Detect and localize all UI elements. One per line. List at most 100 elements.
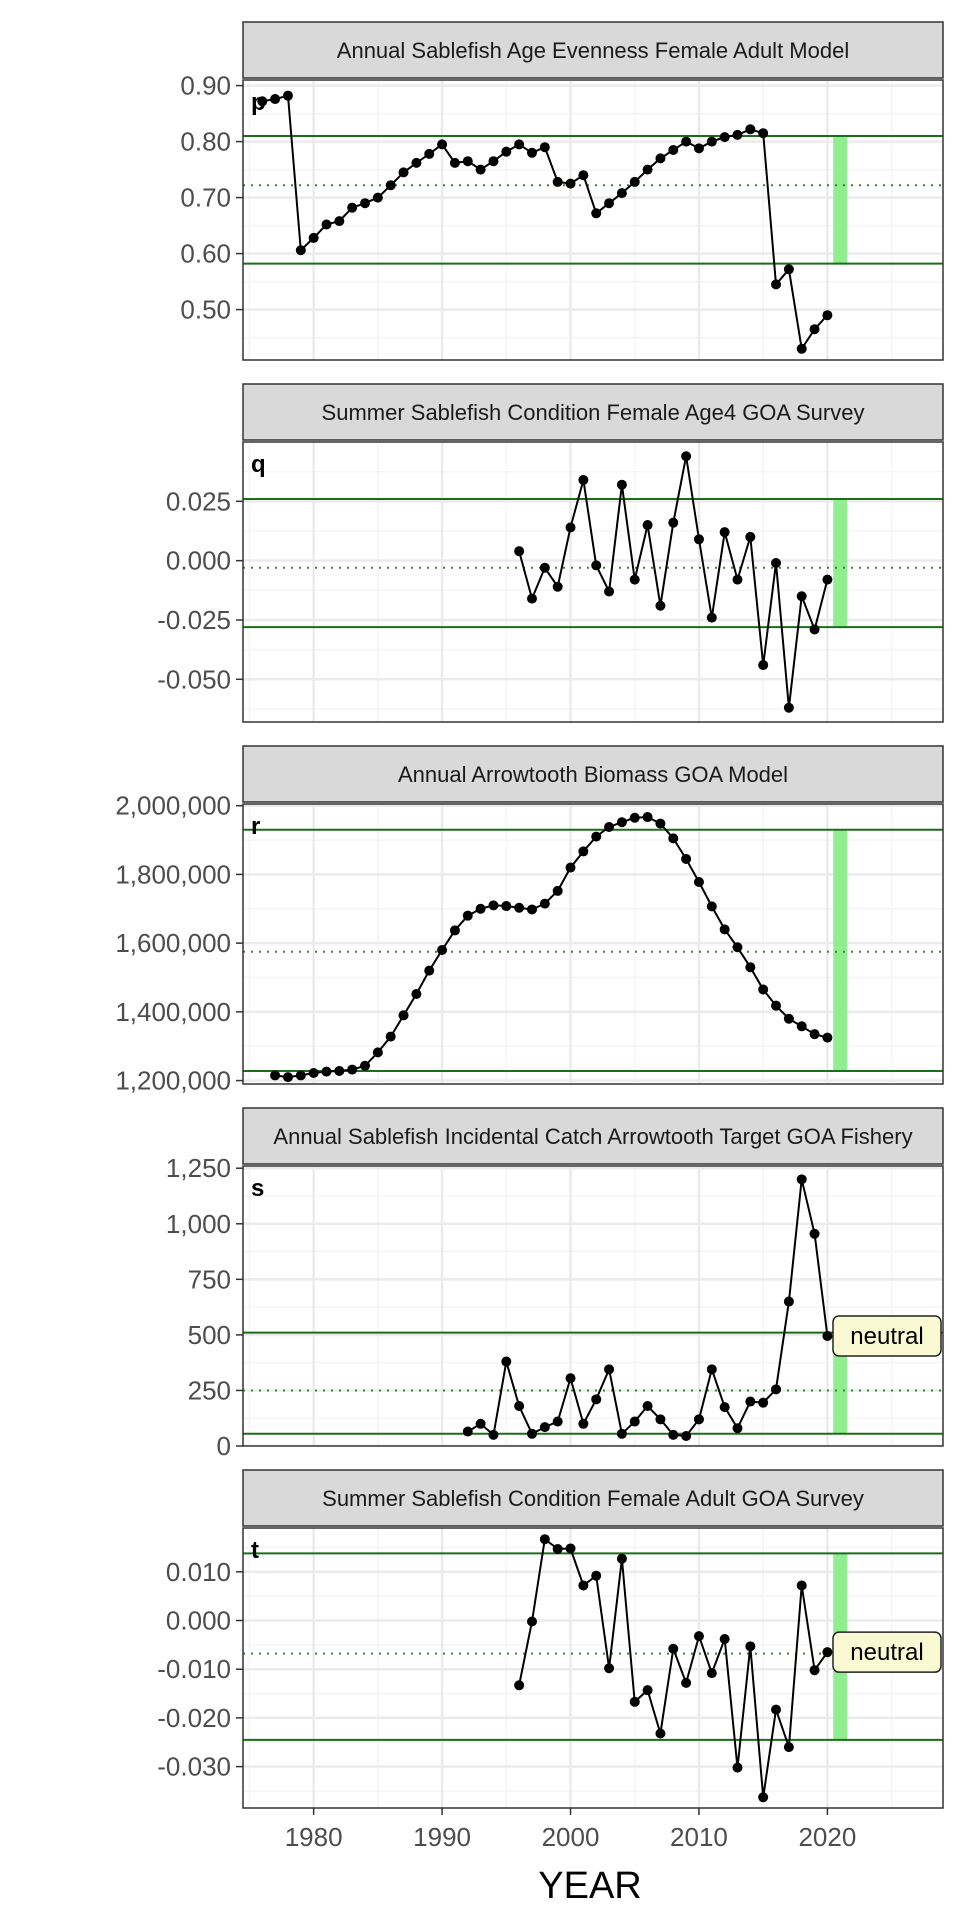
data-point xyxy=(552,885,563,896)
data-point xyxy=(604,586,615,597)
data-point xyxy=(629,574,640,585)
panel-strip xyxy=(242,745,944,803)
data-point xyxy=(578,474,589,485)
panel-title: Summer Sablefish Condition Female Age4 G… xyxy=(322,400,865,425)
panel-title: Annual Sablefish Incidental Catch Arrowt… xyxy=(273,1124,912,1149)
x-tick-label: 1980 xyxy=(285,1822,343,1852)
data-point xyxy=(681,853,692,864)
data-point xyxy=(372,192,383,203)
panel-border xyxy=(242,441,944,723)
data-point xyxy=(822,1331,833,1341)
data-point xyxy=(514,1401,525,1411)
data-point xyxy=(655,1728,666,1739)
y-tick-label: 0.000 xyxy=(166,1606,231,1636)
panel-tag: r xyxy=(251,813,260,840)
data-point xyxy=(732,1423,743,1434)
data-point xyxy=(308,232,319,243)
x-tick-label: 2000 xyxy=(542,1822,600,1852)
x-tick-label: 2010 xyxy=(670,1822,728,1852)
chart-panels: Annual Sablefish Age Evenness Female Adu… xyxy=(115,21,944,1809)
panel-title: Summer Sablefish Condition Female Adult … xyxy=(322,1486,864,1511)
data-point xyxy=(526,147,537,158)
data-point xyxy=(616,817,627,828)
data-point xyxy=(693,876,704,887)
data-point xyxy=(578,846,589,857)
data-point xyxy=(783,1013,794,1024)
y-tick-label: 1,400,000 xyxy=(115,997,231,1027)
data-point xyxy=(552,1543,563,1554)
data-point xyxy=(526,904,537,915)
data-point xyxy=(693,1631,704,1642)
data-point xyxy=(462,1426,473,1437)
status-badge xyxy=(832,1631,942,1673)
data-point xyxy=(539,898,550,909)
data-point xyxy=(282,90,293,101)
data-point xyxy=(334,216,345,227)
data-point xyxy=(437,945,448,956)
data-point xyxy=(693,1414,704,1425)
data-point xyxy=(449,157,460,168)
data-point xyxy=(578,170,589,181)
data-point xyxy=(360,198,371,209)
data-point xyxy=(668,517,679,528)
data-point xyxy=(385,180,396,191)
data-point xyxy=(668,145,679,155)
data-point xyxy=(565,1373,576,1384)
data-point xyxy=(655,600,666,611)
chart-panel-t: Summer Sablefish Condition Female Adult … xyxy=(157,1469,944,1809)
data-point xyxy=(719,527,730,538)
data-point xyxy=(424,965,435,976)
data-point xyxy=(526,593,537,604)
x-axis-title: YEAR xyxy=(538,1865,641,1907)
data-point xyxy=(616,479,627,490)
data-point xyxy=(668,1643,679,1654)
y-tick-label: 0.010 xyxy=(166,1557,231,1587)
data-point xyxy=(719,1402,730,1413)
data-point xyxy=(783,1742,794,1753)
data-point xyxy=(334,1065,345,1076)
data-point xyxy=(604,822,615,833)
data-point xyxy=(295,1070,306,1081)
data-point xyxy=(706,136,717,147)
data-point xyxy=(706,1364,717,1375)
bottom-x-axis: 1980 1990 2000 2010 2020 xyxy=(285,1808,856,1852)
y-tick-label: 0.025 xyxy=(166,486,231,516)
y-tick-label: 1,200,000 xyxy=(115,1066,231,1096)
data-point xyxy=(501,1356,512,1367)
data-point xyxy=(732,574,743,585)
data-point xyxy=(501,901,512,912)
data-point xyxy=(552,581,563,592)
data-point xyxy=(604,1364,615,1375)
gridlines xyxy=(243,80,943,360)
data-point xyxy=(616,1553,627,1564)
data-point xyxy=(771,1704,782,1715)
data-point xyxy=(629,1696,640,1707)
data-point xyxy=(629,176,640,187)
y-tick-label: 2,000,000 xyxy=(115,791,231,821)
data-point xyxy=(732,1762,743,1773)
data-point xyxy=(809,1665,820,1676)
y-tick-label: -0.010 xyxy=(157,1654,231,1684)
data-point xyxy=(565,178,576,189)
data-point xyxy=(719,132,730,143)
panel-border xyxy=(242,1165,944,1447)
panel-tag: p xyxy=(251,89,266,116)
highlight-bar xyxy=(833,136,848,264)
data-point xyxy=(655,153,666,164)
data-point xyxy=(642,812,653,823)
status-badge-label: neutral xyxy=(850,1323,923,1350)
data-point xyxy=(462,156,473,167)
data-point xyxy=(565,1543,576,1554)
y-tick-label: 0.50 xyxy=(180,295,231,325)
data-point xyxy=(526,1616,537,1627)
gridlines xyxy=(243,1166,943,1446)
y-tick-label: -0.020 xyxy=(157,1703,231,1733)
data-point xyxy=(693,534,704,545)
data-point xyxy=(488,156,499,167)
panel-strip xyxy=(242,1469,944,1527)
data-point xyxy=(501,146,512,157)
data-point xyxy=(398,167,409,178)
data-point xyxy=(681,451,692,462)
data-point xyxy=(539,142,550,153)
